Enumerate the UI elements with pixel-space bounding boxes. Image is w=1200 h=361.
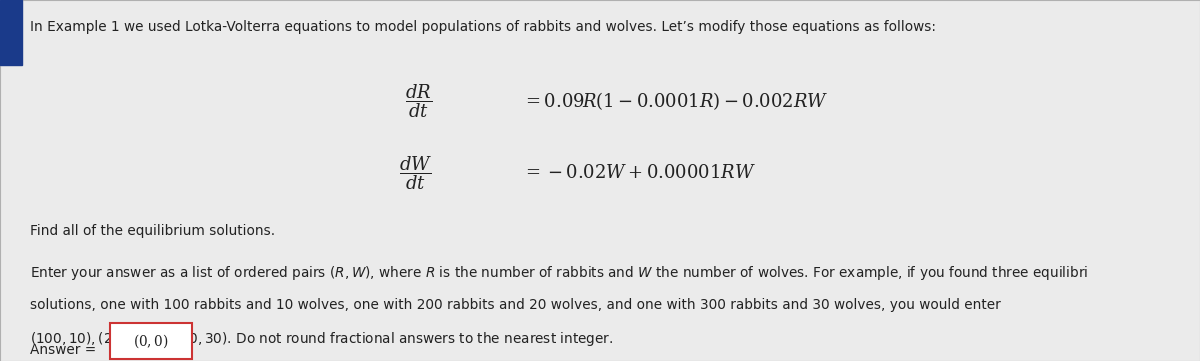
Text: Find all of the equilibrium solutions.: Find all of the equilibrium solutions. <box>30 224 275 238</box>
Text: $= 0.09R(1 - 0.0001R) - 0.002RW$: $= 0.09R(1 - 0.0001R) - 0.002RW$ <box>522 90 828 112</box>
Text: $\dfrac{dR}{dt}$: $\dfrac{dR}{dt}$ <box>404 82 432 120</box>
Text: $\dfrac{dW}{dt}$: $\dfrac{dW}{dt}$ <box>398 155 432 192</box>
FancyBboxPatch shape <box>110 323 192 359</box>
Text: $(100, 10), (200, 20), (300, 30)$. Do not round fractional answers to the neares: $(100, 10), (200, 20), (300, 30)$. Do no… <box>30 330 613 348</box>
Bar <box>0 0 22 65</box>
Text: $= -0.02W + 0.00001RW$: $= -0.02W + 0.00001RW$ <box>522 164 756 182</box>
Text: solutions, one with 100 rabbits and 10 wolves, one with 200 rabbits and 20 wolve: solutions, one with 100 rabbits and 10 w… <box>30 298 1001 312</box>
Text: In Example 1 we used Lotka-Volterra equations to model populations of rabbits an: In Example 1 we used Lotka-Volterra equa… <box>30 20 936 34</box>
Text: Enter your answer as a list of ordered pairs $(R, W)$, where $R$ is the number o: Enter your answer as a list of ordered p… <box>30 264 1088 282</box>
Text: $(0,0)$: $(0,0)$ <box>133 332 169 350</box>
Text: Answer =: Answer = <box>30 343 101 357</box>
